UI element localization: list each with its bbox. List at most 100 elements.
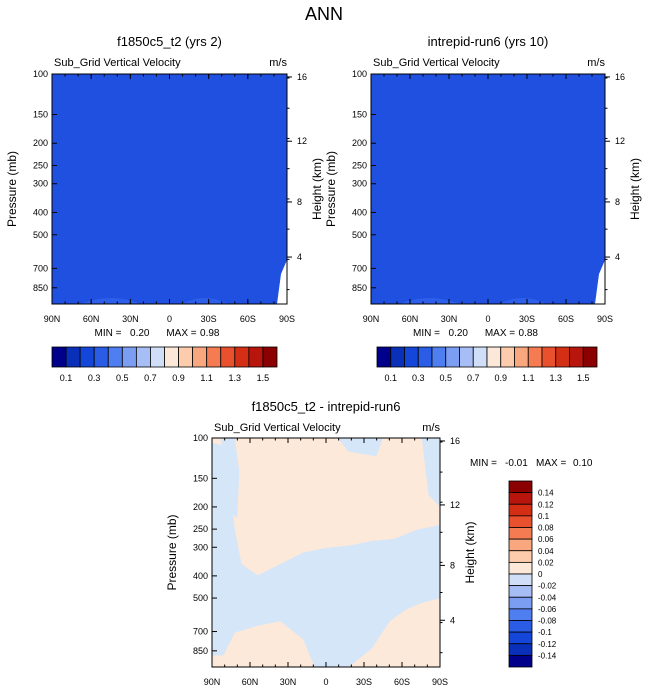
colorbar-box bbox=[459, 346, 474, 368]
colorbar-box bbox=[508, 573, 533, 587]
x-tick-label: 0 bbox=[167, 314, 172, 324]
y2-tick-label: 8 bbox=[450, 560, 455, 570]
colorbar-box bbox=[508, 620, 533, 633]
x-tick-label: 90N bbox=[204, 677, 221, 687]
y-tick-label: 700 bbox=[193, 627, 208, 637]
y-tick-label: 300 bbox=[352, 179, 367, 189]
colorbar-label: 0.3 bbox=[412, 373, 425, 383]
x-tick-label: 60N bbox=[242, 677, 259, 687]
x-tick-label: 0 bbox=[323, 677, 328, 687]
y2-axis-title: Height (km) bbox=[463, 521, 477, 583]
colorbar-box bbox=[93, 346, 109, 368]
y-tick-label: 100 bbox=[193, 433, 208, 443]
y-tick-label: 300 bbox=[33, 179, 48, 189]
colorbar-box bbox=[508, 561, 533, 575]
x-tick-label: 30N bbox=[441, 314, 458, 324]
y2-tick-label: 8 bbox=[297, 197, 302, 207]
missing-data-patch bbox=[277, 260, 287, 304]
max-value: 0.10 bbox=[573, 458, 593, 469]
colorbar-label: 0.5 bbox=[116, 373, 129, 383]
colorbar-box bbox=[79, 346, 95, 368]
y-tick-label: 150 bbox=[33, 110, 48, 120]
panel-title: intrepid-run6 (yrs 10) bbox=[428, 34, 549, 49]
colorbar-label: 1.3 bbox=[549, 373, 562, 383]
x-tick-label: 30S bbox=[201, 314, 217, 324]
colorbar-box bbox=[390, 346, 405, 368]
x-tick-label: 90S bbox=[279, 314, 295, 324]
panel-title: f1850c5_t2 - intrepid-run6 bbox=[252, 399, 401, 414]
colorbar-box bbox=[508, 492, 533, 505]
colorbar-label: 0.14 bbox=[538, 489, 554, 498]
min-value: -0.01 bbox=[505, 458, 528, 469]
y-tick-label: 150 bbox=[193, 473, 208, 483]
max-label: MAX = bbox=[536, 458, 566, 469]
x-tick-label: 90S bbox=[597, 314, 613, 324]
contour-fill-low-level bbox=[80, 298, 142, 304]
colorbar-box bbox=[508, 538, 533, 552]
y-tick-label: 300 bbox=[193, 542, 208, 552]
colorbar-box bbox=[234, 346, 250, 368]
contour-fill-negative bbox=[421, 438, 440, 507]
colorbar-box bbox=[404, 346, 419, 368]
colorbar-box bbox=[508, 608, 533, 621]
y-tick-label: 700 bbox=[352, 263, 367, 273]
y-tick-label: 100 bbox=[33, 69, 48, 79]
colorbar-label: 0.1 bbox=[384, 373, 397, 383]
colorbar-box bbox=[65, 346, 81, 368]
colorbar-box bbox=[508, 643, 533, 656]
colorbar-box bbox=[514, 346, 529, 368]
x-tick-label: 0 bbox=[485, 314, 490, 324]
colorbar-label: 0.1 bbox=[538, 512, 550, 521]
max-value: 0.88 bbox=[519, 328, 539, 339]
y-axis-title: Pressure (mb) bbox=[5, 151, 19, 227]
panel-units: m/s bbox=[587, 57, 605, 69]
colorbar-box bbox=[431, 346, 447, 368]
panel-subtitle: Sub_Grid Vertical Velocity bbox=[54, 57, 181, 69]
colorbar-label: 0.7 bbox=[467, 373, 480, 383]
colorbar-box bbox=[486, 346, 502, 368]
colorbar-box bbox=[121, 346, 137, 368]
contour-fill-negative bbox=[212, 442, 440, 667]
y2-tick-label: 16 bbox=[615, 72, 625, 82]
colorbar-box bbox=[472, 346, 488, 368]
max-label: MAX = bbox=[166, 328, 196, 339]
colorbar-box bbox=[508, 527, 533, 540]
y2-axis-title: Height (km) bbox=[310, 158, 324, 220]
colorbar-label: 0 bbox=[538, 570, 543, 579]
colorbar-box bbox=[508, 503, 533, 517]
y2-tick-label: 12 bbox=[450, 500, 460, 510]
y2-tick-label: 4 bbox=[450, 615, 455, 625]
contour-fill-main bbox=[371, 74, 605, 304]
y2-tick-label: 8 bbox=[615, 197, 620, 207]
contour-fill-negative bbox=[337, 438, 383, 457]
colorbar-label: 0.1 bbox=[60, 373, 73, 383]
contour-fill-main bbox=[52, 74, 287, 304]
y-tick-label: 700 bbox=[33, 263, 48, 273]
colorbar-box bbox=[569, 346, 584, 368]
colorbar-box bbox=[417, 346, 433, 368]
colorbar-box bbox=[500, 346, 515, 368]
min-value: 0.20 bbox=[130, 328, 150, 339]
page-title: ANN bbox=[304, 4, 343, 24]
colorbar-label: -0.12 bbox=[538, 640, 557, 649]
colorbar-label: 1.5 bbox=[577, 373, 590, 383]
colorbar-box bbox=[164, 346, 179, 368]
colorbar-label: 0.3 bbox=[88, 373, 101, 383]
colorbar-label: 1.5 bbox=[257, 373, 270, 383]
y-tick-label: 850 bbox=[193, 646, 208, 656]
colorbar-box bbox=[541, 346, 557, 368]
y2-tick-label: 16 bbox=[450, 436, 460, 446]
colorbar-label: 0.04 bbox=[538, 547, 554, 556]
min-label: MIN = bbox=[413, 328, 440, 339]
colorbar-label: 0.12 bbox=[538, 500, 554, 509]
colorbar-box bbox=[508, 515, 533, 528]
y-tick-label: 500 bbox=[193, 593, 208, 603]
y2-tick-label: 12 bbox=[297, 136, 307, 146]
min-value: 0.20 bbox=[449, 328, 469, 339]
colorbar-box bbox=[248, 346, 264, 368]
panel-title: f1850c5_t2 (yrs 2) bbox=[117, 34, 222, 49]
y2-tick-label: 4 bbox=[297, 252, 302, 262]
colorbar-label: 0.7 bbox=[144, 373, 157, 383]
colorbar-box bbox=[582, 346, 598, 368]
x-tick-label: 30N bbox=[280, 677, 297, 687]
